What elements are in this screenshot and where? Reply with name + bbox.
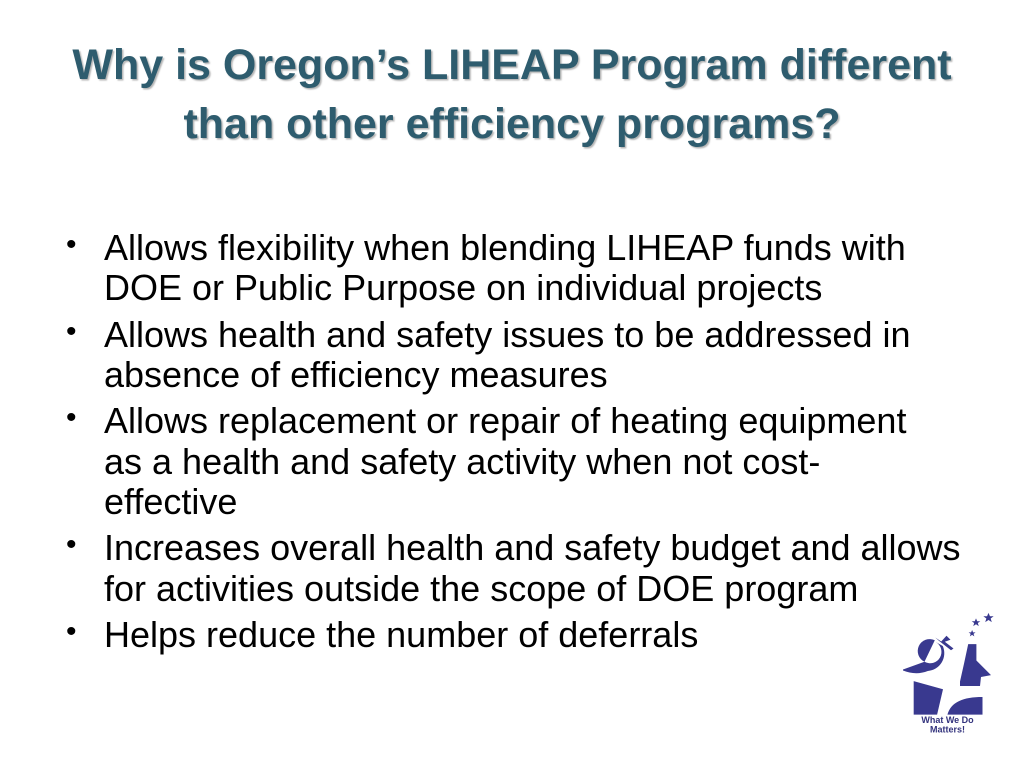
svg-text:Matters!: Matters! [930, 725, 965, 735]
svg-text:What We Do: What We Do [921, 715, 974, 725]
